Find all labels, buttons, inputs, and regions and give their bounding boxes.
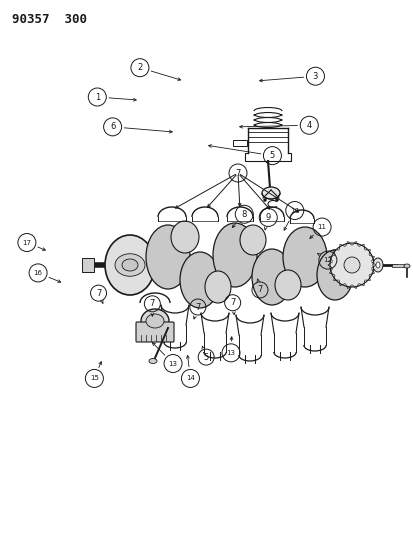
Text: 7: 7 [150, 300, 154, 308]
Ellipse shape [180, 252, 219, 308]
Text: 7: 7 [230, 298, 235, 307]
Text: 3: 3 [312, 72, 317, 80]
Ellipse shape [204, 271, 230, 303]
Bar [391, 263, 403, 266]
Circle shape [263, 198, 266, 201]
Text: 2: 2 [137, 63, 142, 72]
Ellipse shape [240, 225, 266, 255]
Text: 6: 6 [110, 123, 115, 131]
Text: 15: 15 [90, 375, 99, 382]
Circle shape [343, 257, 359, 273]
Text: 5: 5 [269, 151, 274, 160]
Bar [82, 258, 94, 272]
Ellipse shape [252, 249, 291, 305]
Ellipse shape [261, 187, 279, 199]
Circle shape [275, 198, 278, 201]
Text: 17: 17 [22, 239, 31, 246]
Ellipse shape [372, 258, 382, 272]
Ellipse shape [171, 221, 199, 253]
Ellipse shape [122, 259, 138, 271]
Ellipse shape [274, 270, 300, 300]
Text: 7: 7 [96, 289, 101, 297]
Text: 1: 1 [95, 93, 100, 101]
Text: 5: 5 [203, 353, 208, 361]
Ellipse shape [146, 314, 164, 328]
Ellipse shape [115, 254, 145, 276]
Ellipse shape [403, 264, 409, 268]
Ellipse shape [149, 359, 157, 364]
Text: 11: 11 [317, 224, 326, 230]
Text: 7: 7 [195, 303, 200, 311]
Text: 4: 4 [306, 121, 311, 130]
Bar [233, 140, 247, 146]
Ellipse shape [141, 309, 169, 333]
Text: 10: 10 [290, 207, 299, 214]
Text: 14: 14 [185, 375, 195, 382]
Ellipse shape [316, 250, 352, 300]
Text: 90357  300: 90357 300 [12, 13, 87, 26]
Ellipse shape [282, 227, 326, 287]
Text: 16: 16 [33, 270, 43, 276]
Ellipse shape [146, 225, 190, 289]
Text: 13: 13 [168, 360, 177, 367]
Text: 9: 9 [265, 213, 270, 222]
Ellipse shape [375, 262, 379, 268]
FancyBboxPatch shape [136, 322, 173, 342]
Text: 12: 12 [323, 257, 332, 263]
Text: 7: 7 [235, 168, 240, 177]
Text: 8: 8 [241, 210, 246, 219]
Ellipse shape [212, 223, 256, 287]
Circle shape [329, 243, 373, 287]
Text: 13: 13 [226, 350, 235, 356]
Ellipse shape [105, 235, 154, 295]
Text: 7: 7 [257, 286, 262, 294]
